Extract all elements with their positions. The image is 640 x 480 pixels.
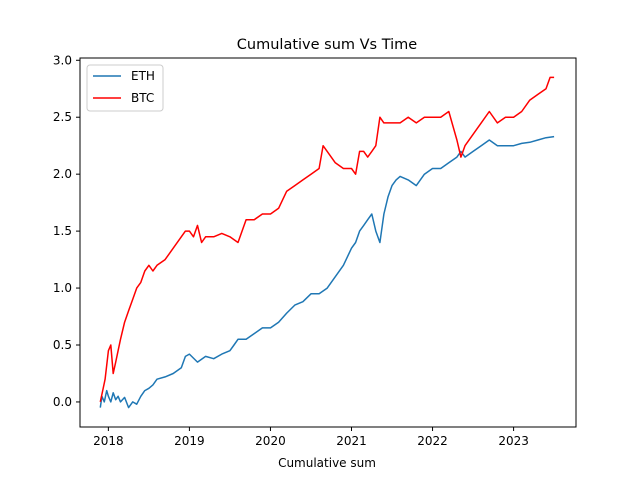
- plot-frame: [79, 57, 577, 428]
- legend: ETH BTC: [86, 64, 164, 112]
- y-tick-label: 2.5: [53, 110, 72, 124]
- x-tick-label: 2019: [174, 434, 205, 448]
- y-tick-label: 0.5: [53, 338, 72, 352]
- legend-label-btc: BTC: [131, 91, 154, 105]
- x-tick-label: 2018: [93, 434, 124, 448]
- series-line-eth: [99, 135, 555, 409]
- y-tick-label: 1.5: [53, 224, 72, 238]
- x-tick-label: 2021: [336, 434, 367, 448]
- y-tick-label: 3.0: [53, 53, 72, 67]
- x-axis: 2018 2019 2020 2021 2022 2023: [93, 427, 529, 448]
- x-tick-label: 2022: [417, 434, 448, 448]
- y-axis: 0.0 0.5 1.0 1.5 2.0 2.5 3.0: [53, 53, 80, 409]
- y-tick-label: 0.0: [53, 395, 72, 409]
- x-tick-label: 2023: [498, 434, 529, 448]
- series-line-btc: [99, 76, 555, 403]
- series-layer: [99, 76, 555, 409]
- x-axis-label: Cumulative sum: [278, 456, 376, 470]
- chart-title: Cumulative sum Vs Time: [237, 37, 417, 53]
- x-tick-label: 2020: [255, 434, 286, 448]
- y-tick-label: 1.0: [53, 281, 72, 295]
- legend-label-eth: ETH: [131, 69, 155, 83]
- y-tick-label: 2.0: [53, 167, 72, 181]
